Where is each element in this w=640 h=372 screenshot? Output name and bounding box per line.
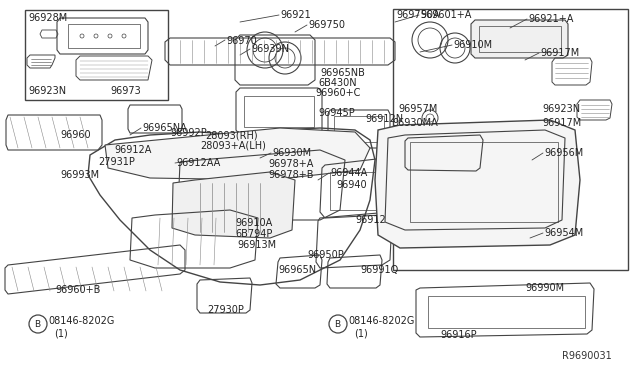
Text: 96921+A: 96921+A bbox=[528, 14, 573, 24]
Text: 08146-8202G: 08146-8202G bbox=[348, 316, 414, 326]
Text: 96923N: 96923N bbox=[542, 104, 580, 114]
Text: 96956M: 96956M bbox=[544, 148, 583, 158]
Text: 96965NB: 96965NB bbox=[320, 68, 365, 78]
Text: 96978+B: 96978+B bbox=[268, 170, 314, 180]
Text: 28093(RH): 28093(RH) bbox=[205, 130, 258, 140]
Text: 96991Q: 96991Q bbox=[360, 265, 398, 275]
Text: 96990M: 96990M bbox=[525, 283, 564, 293]
Text: 96939N: 96939N bbox=[251, 44, 289, 54]
Bar bbox=[68, 24, 140, 48]
Text: 96965N: 96965N bbox=[278, 265, 316, 275]
Text: (1): (1) bbox=[54, 328, 68, 338]
Text: 6B430N: 6B430N bbox=[318, 78, 356, 88]
Text: 96912N: 96912N bbox=[365, 114, 403, 124]
Text: 96930M: 96930M bbox=[272, 148, 311, 158]
Polygon shape bbox=[172, 172, 295, 238]
Text: 96923N: 96923N bbox=[28, 86, 66, 96]
Text: 96992P: 96992P bbox=[170, 128, 207, 138]
Text: B: B bbox=[334, 320, 340, 329]
Bar bbox=[334, 116, 384, 142]
Text: 96945P: 96945P bbox=[318, 108, 355, 118]
Text: R9690031: R9690031 bbox=[562, 351, 612, 361]
Text: 96917M: 96917M bbox=[542, 118, 581, 128]
Text: 96965NA: 96965NA bbox=[142, 123, 187, 133]
Text: 96950P: 96950P bbox=[307, 250, 344, 260]
Bar bbox=[244, 96, 314, 127]
Text: 96912A: 96912A bbox=[114, 145, 152, 155]
Text: 96928M: 96928M bbox=[28, 13, 67, 23]
Bar bbox=[25, 10, 168, 100]
Text: 96973: 96973 bbox=[110, 86, 141, 96]
Text: 969601+A: 969601+A bbox=[420, 10, 472, 20]
Text: 96912AA: 96912AA bbox=[176, 158, 220, 168]
Text: 08146-8202G: 08146-8202G bbox=[48, 316, 115, 326]
Text: 96970: 96970 bbox=[226, 36, 257, 46]
Text: 96913M: 96913M bbox=[237, 240, 276, 250]
Bar bbox=[428, 296, 585, 328]
Text: 96912: 96912 bbox=[355, 215, 386, 225]
Text: 28093+A(LH): 28093+A(LH) bbox=[200, 141, 266, 151]
Text: 27930P: 27930P bbox=[207, 305, 244, 315]
Text: 96960+B: 96960+B bbox=[55, 285, 100, 295]
Text: 96944A: 96944A bbox=[330, 168, 367, 178]
Text: 96960: 96960 bbox=[60, 130, 91, 140]
Text: 96993M: 96993M bbox=[60, 170, 99, 180]
Text: 96916P: 96916P bbox=[440, 330, 477, 340]
Text: 96960+C: 96960+C bbox=[315, 88, 360, 98]
Bar bbox=[479, 26, 561, 52]
Bar bbox=[410, 142, 558, 222]
Text: 96921: 96921 bbox=[280, 10, 311, 20]
Bar bbox=[330, 172, 382, 210]
Text: 96930MA: 96930MA bbox=[392, 118, 438, 128]
Text: 96910A: 96910A bbox=[235, 218, 272, 228]
Bar bbox=[393, 9, 628, 270]
Text: 96978+A: 96978+A bbox=[268, 159, 314, 169]
Text: 96954M: 96954M bbox=[544, 228, 583, 238]
Text: B: B bbox=[34, 320, 40, 329]
Polygon shape bbox=[375, 120, 580, 248]
Text: 96957M: 96957M bbox=[398, 104, 437, 114]
Text: 969750A: 969750A bbox=[396, 10, 440, 20]
Text: 6B794P: 6B794P bbox=[235, 229, 273, 239]
Text: 96940: 96940 bbox=[336, 180, 367, 190]
Polygon shape bbox=[471, 20, 568, 58]
Text: 969750: 969750 bbox=[308, 20, 345, 30]
Text: 27931P: 27931P bbox=[98, 157, 135, 167]
Text: (1): (1) bbox=[354, 328, 368, 338]
Polygon shape bbox=[105, 128, 370, 180]
Text: 96910M: 96910M bbox=[453, 40, 492, 50]
Text: 96917M: 96917M bbox=[540, 48, 579, 58]
